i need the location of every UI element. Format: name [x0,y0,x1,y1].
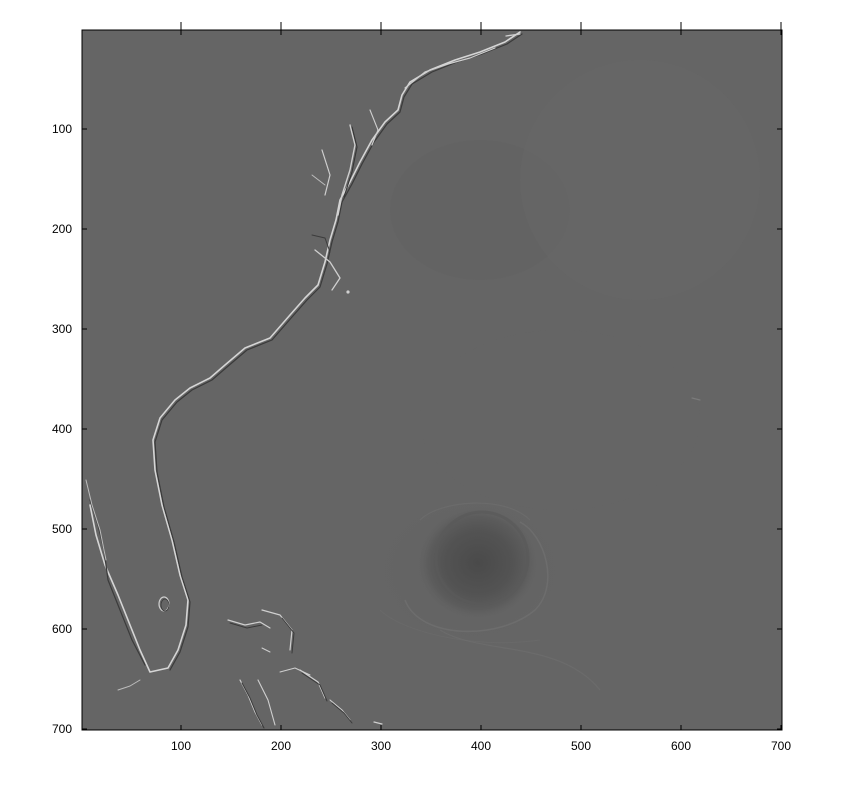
coastline [85,31,701,729]
y-tick-label: 200 [52,222,72,236]
x-tick-label: 500 [571,739,591,753]
x-tick-label: 600 [671,739,691,753]
y-tick-label: 400 [52,422,72,436]
y-tick-label: 300 [52,322,72,336]
y-tick-label: 600 [52,622,72,636]
hurricane-vortex [360,485,601,691]
y-tick-label: 100 [52,122,72,136]
x-tick-label: 400 [471,739,491,753]
x-tick-label: 300 [371,739,391,753]
x-tick-label: 200 [271,739,291,753]
y-axis: 100 200 300 400 500 600 700 [52,122,782,736]
plot-frame [81,29,783,731]
x-tick-label: 700 [771,739,791,753]
satellite-image [82,30,782,730]
y-tick-label: 700 [52,722,72,736]
x-tick-label: 100 [171,739,191,753]
x-axis: 100 200 300 400 500 600 700 [171,22,791,753]
y-tick-label: 500 [52,522,72,536]
